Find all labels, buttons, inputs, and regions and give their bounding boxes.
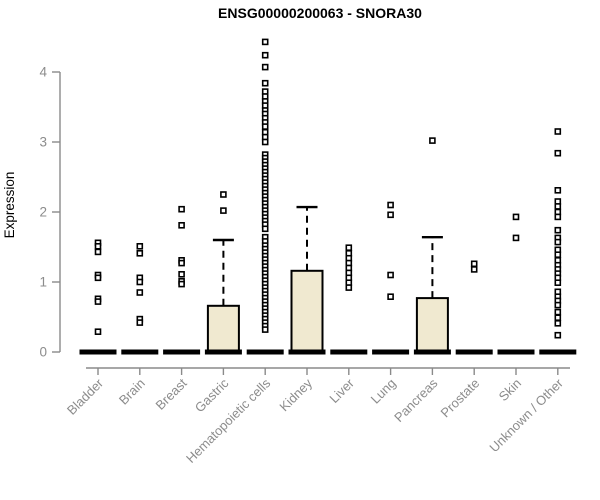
boxplot-group-gastric (204, 191, 242, 355)
x-tick-label-liver: Liver (326, 375, 357, 406)
boxplot-group-unknown-other (539, 128, 577, 355)
outlier-point (554, 319, 562, 327)
outlier-point (94, 243, 102, 250)
outlier-point (387, 293, 394, 301)
boxplot-group-kidney (288, 205, 326, 355)
median-bar-kidney (288, 349, 326, 355)
outlier-point (94, 298, 102, 305)
outlier-point (220, 191, 227, 198)
outlier-point (554, 331, 562, 339)
x-tick-label-skin: Skin (496, 376, 524, 404)
median-bar-gastric (204, 349, 242, 355)
outlier-point (261, 225, 269, 233)
outlier-point (554, 301, 562, 309)
outlier-point (261, 123, 269, 130)
outlier-point (554, 251, 562, 258)
outlier-point (554, 213, 562, 221)
boxplot-group-pancreas (413, 137, 451, 355)
x-tick-label-unknown-other: Unknown / Other (486, 375, 566, 455)
boxplot-box-kidney (290, 269, 324, 353)
y-tick-label: 4 (39, 65, 47, 80)
outlier-point (554, 279, 562, 287)
outlier-point (261, 138, 269, 146)
boxplot-group-prostate (455, 260, 493, 355)
x-tick-label-lung: Lung (368, 376, 399, 407)
outlier-point (261, 79, 269, 87)
outlier-point (136, 289, 144, 296)
median-bar-pancreas (413, 349, 451, 355)
outlier-point (554, 308, 562, 316)
median-bar-brain (121, 349, 159, 355)
x-tick-label-bladder: Bladder (64, 375, 107, 418)
outlier-point (178, 222, 185, 229)
outlier-point (136, 250, 144, 257)
outlier-point (220, 207, 227, 214)
boxplot-group-lung (372, 201, 410, 355)
outlier-point (554, 149, 562, 157)
boxplot-group-liver (330, 244, 368, 355)
outlier-point (261, 63, 269, 71)
outlier-point (387, 271, 394, 279)
outlier-point (178, 205, 185, 213)
outlier-point (94, 248, 102, 256)
chart-title: ENSG00000200063 - SNORA30 (218, 5, 422, 21)
y-tick-label: 2 (39, 205, 47, 220)
x-tick-label-gastric: Gastric (192, 375, 232, 415)
median-bar-hematopoietic-cells (246, 349, 284, 355)
boxplot-group-hematopoietic-cells (246, 38, 284, 355)
outlier-point (178, 270, 185, 278)
x-tick-label-kidney: Kidney (276, 375, 315, 414)
y-tick-label: 1 (39, 275, 47, 290)
outlier-point (470, 266, 478, 273)
outlier-point (136, 319, 144, 326)
outlier-point (554, 226, 562, 234)
outlier-point (387, 211, 394, 219)
median-bar-breast (163, 349, 201, 355)
outlier-point (512, 234, 520, 242)
median-bar-unknown-other (539, 349, 577, 355)
outlier-point (94, 274, 102, 282)
outlier-point (387, 201, 394, 209)
median-bar-bladder (79, 349, 117, 355)
boxplot-group-breast (163, 205, 201, 355)
outlier-point (554, 203, 562, 210)
median-bar-skin (497, 349, 535, 355)
outlier-point (429, 137, 436, 144)
outlier-point (554, 128, 562, 135)
boxplot-box-pancreas (415, 297, 449, 354)
outlier-point (178, 280, 185, 288)
outlier-point (554, 238, 562, 246)
boxplot-group-skin (497, 213, 535, 355)
y-tick-label: 3 (39, 135, 47, 150)
y-tick-label: 0 (39, 345, 47, 360)
outlier-point (470, 260, 478, 268)
outlier-point (261, 38, 269, 46)
median-bar-liver (330, 349, 368, 355)
boxplot-box-gastric (206, 304, 240, 353)
plot-area (79, 38, 577, 355)
outlier-point (554, 187, 562, 194)
outlier-point (136, 243, 144, 250)
median-bar-prostate (455, 349, 493, 355)
y-axis-label: Expression (2, 172, 17, 239)
outlier-point (261, 51, 269, 59)
outlier-point (345, 284, 353, 291)
outlier-point (261, 326, 269, 333)
outlier-point (345, 244, 353, 251)
outlier-point (178, 259, 185, 267)
median-bar-lung (372, 349, 410, 355)
x-tick-label-brain: Brain (116, 376, 148, 408)
outlier-point (512, 213, 520, 221)
x-tick-label-breast: Breast (153, 375, 190, 412)
outlier-point (94, 328, 102, 336)
outlier-point (136, 278, 144, 286)
boxplot-group-brain (121, 243, 159, 355)
x-tick-label-prostate: Prostate (437, 376, 482, 421)
x-tick-label-pancreas: Pancreas (391, 375, 441, 425)
outlier-point (554, 314, 562, 322)
boxplot-group-bladder (79, 239, 117, 355)
